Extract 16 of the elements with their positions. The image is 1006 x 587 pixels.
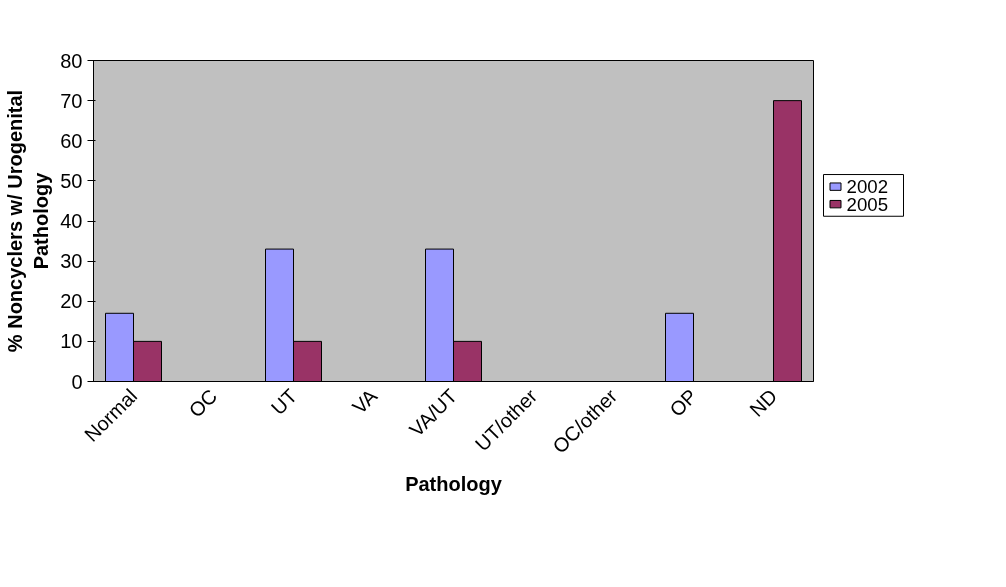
y-tick-label: 50 (60, 169, 83, 192)
y-tick-label: 80 (60, 49, 83, 72)
x-tick-label: OP (665, 384, 702, 421)
y-tick-label: 10 (60, 330, 83, 353)
y-axis-title: % Noncyclers w/ Urogenital Pathology (3, 89, 53, 353)
y-tick-label: 60 (60, 129, 83, 152)
x-axis-title: Pathology (405, 473, 503, 496)
y-tick-label: 0 (71, 370, 83, 393)
y-tick-label: 40 (60, 210, 83, 232)
x-tick-label: UT (266, 384, 302, 420)
y-tick-label: 70 (60, 89, 83, 112)
x-tick-label: OC (184, 384, 222, 422)
x-tick-label: ND (745, 384, 782, 421)
x-tick-label: VA (347, 384, 382, 419)
y-tick-label: 30 (60, 250, 83, 273)
y-tick-label: 20 (60, 290, 83, 313)
